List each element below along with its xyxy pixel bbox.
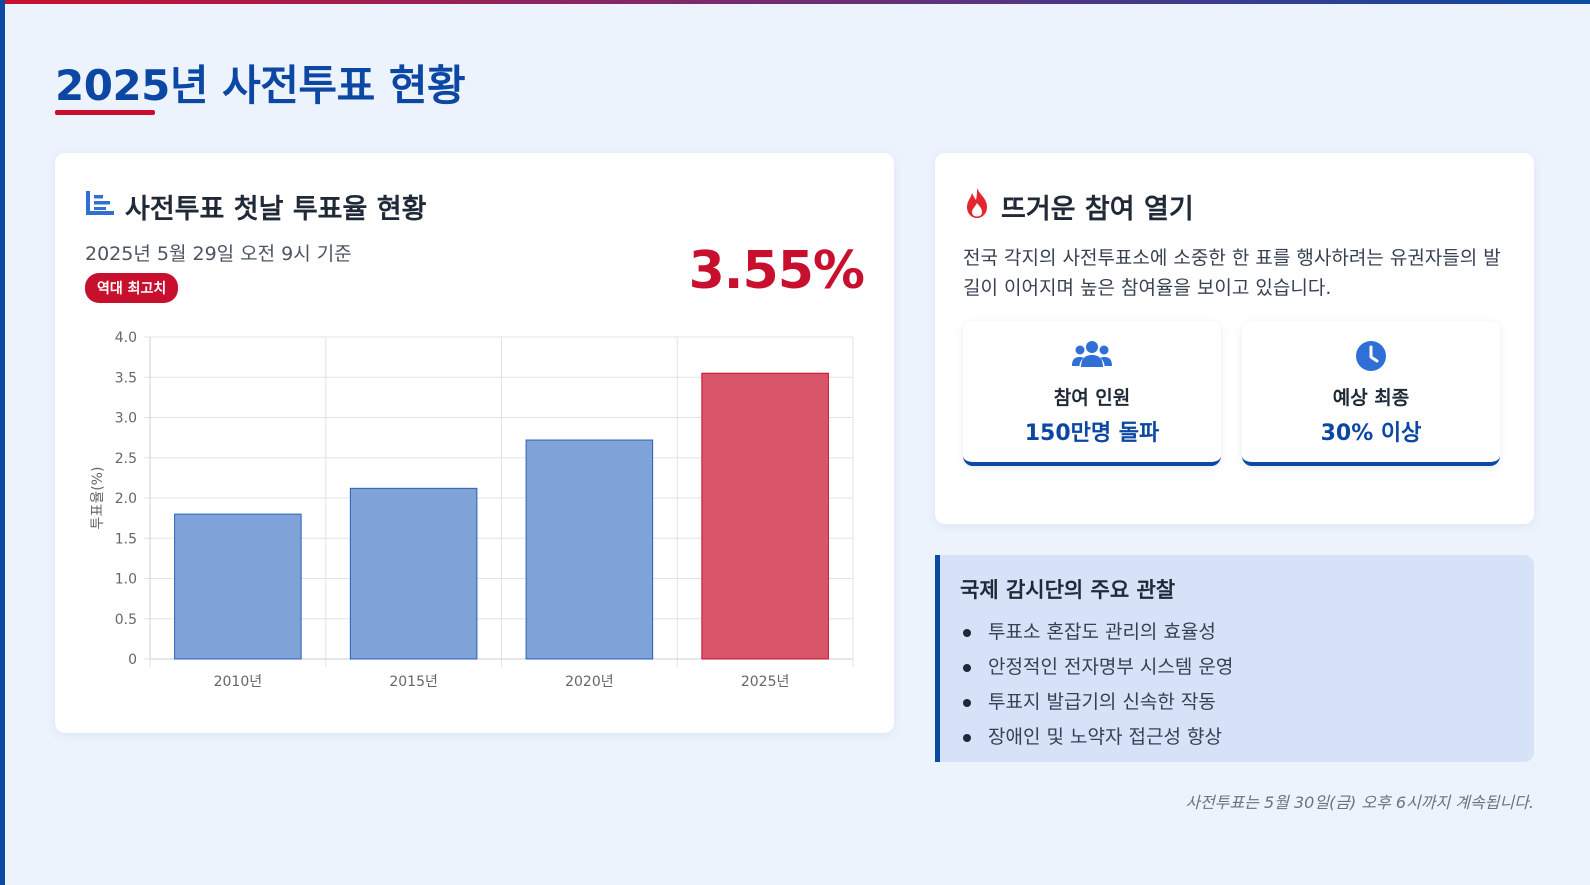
stat-participants-value: 150만명 돌파 — [1024, 421, 1160, 446]
stat-participants-label: 참여 인원 — [1053, 387, 1131, 409]
x-tick-label: 2020년 — [565, 674, 614, 690]
x-tick-label: 2025년 — [741, 674, 790, 690]
observations-list: 투표소 혼잡도 관리의 효율성 안정적인 전자명부 시스템 운영 투표지 발급기… — [960, 615, 1233, 755]
title-underline — [55, 110, 155, 115]
bar-2015년 — [349, 487, 478, 660]
footnote: 사전투표는 5월 30일(금) 오후 6시까지 계속됩니다. — [1185, 793, 1534, 812]
bullet-icon — [963, 663, 971, 672]
fire-icon — [963, 187, 991, 226]
y-tick-label: 0.5 — [115, 612, 137, 628]
participation-card: 뜨거운 참여 열기 전국 각지의 사전투표소에 소중한 한 표를 행사하려는 유… — [935, 153, 1534, 524]
chart-card-heading: 사전투표 첫날 투표율 현황 — [85, 187, 426, 226]
participation-card-title: 뜨거운 참여 열기 — [1001, 194, 1194, 225]
observation-text: 투표지 발급기의 신속한 작동 — [988, 691, 1216, 713]
x-tick-label: 2010년 — [214, 674, 263, 690]
y-tick-label: 4.0 — [115, 330, 137, 346]
turnout-bar-chart: 0 0.5 1.0 1.5 2.0 2.5 3.0 3.5 4.0 2010년 2015년 2020년… — [90, 330, 854, 690]
list-item: 투표소 혼잡도 관리의 효율성 — [960, 615, 1233, 650]
y-tick-label: 2.0 — [115, 491, 137, 507]
bullet-icon — [963, 698, 971, 707]
y-tick-label: 3.5 — [115, 370, 137, 386]
observation-text: 투표소 혼잡도 관리의 효율성 — [988, 621, 1216, 643]
top-accent-bar — [0, 0, 1590, 4]
y-tick-label: 1.0 — [115, 572, 137, 588]
chart-subtitle: 2025년 5월 29일 오전 9시 기준 — [85, 243, 352, 265]
highlight-turnout-value: 3.55% — [688, 241, 865, 301]
observations-title: 국제 감시단의 주요 관찰 — [960, 578, 1176, 602]
record-badge: 역대 최고치 — [85, 273, 179, 303]
y-tick-label: 3.0 — [115, 411, 137, 427]
bar-2010년 — [174, 513, 302, 660]
bullet-icon — [963, 733, 971, 742]
chart-card-title: 사전투표 첫날 투표율 현황 — [125, 194, 427, 225]
participation-card-heading: 뜨거운 참여 열기 — [963, 187, 1194, 226]
stat-expected-label: 예상 최종 — [1332, 387, 1410, 409]
y-tick-label: 1.5 — [115, 531, 137, 547]
bullet-icon — [963, 628, 971, 637]
list-item: 안정적인 전자명부 시스템 운영 — [960, 650, 1233, 685]
y-tick-label: 0 — [128, 652, 137, 668]
y-axis-title: 투표율(%) — [90, 467, 106, 530]
observation-text: 장애인 및 노약자 접근성 향상 — [988, 726, 1222, 748]
stat-participants: 참여 인원 150만명 돌파 — [963, 321, 1221, 466]
left-accent-bar — [0, 0, 5, 885]
bar-chart-icon — [85, 189, 115, 224]
observations-panel: 국제 감시단의 주요 관찰 투표소 혼잡도 관리의 효율성 안정적인 전자명부 … — [935, 555, 1534, 762]
participation-description: 전국 각지의 사전투표소에 소중한 한 표를 행사하려는 유권자들의 발길이 이… — [963, 247, 1501, 299]
bar-2020년 — [525, 439, 654, 660]
list-item: 투표지 발급기의 신속한 작동 — [960, 685, 1233, 720]
page-title: 2025년 사전투표 현황 — [55, 61, 466, 110]
list-item: 장애인 및 노약자 접근성 향상 — [960, 720, 1233, 755]
y-tick-label: 2.5 — [115, 451, 137, 467]
x-tick-label: 2015년 — [389, 674, 438, 690]
observation-text: 안정적인 전자명부 시스템 운영 — [988, 656, 1234, 678]
turnout-chart-card: 사전투표 첫날 투표율 현황 2025년 5월 29일 오전 9시 기준 역대 … — [55, 153, 894, 733]
bar-2025년 — [701, 372, 829, 660]
users-icon — [963, 339, 1221, 375]
stat-expected-value: 30% 이상 — [1320, 421, 1422, 446]
clock-icon — [1242, 339, 1500, 375]
stat-expected-final: 예상 최종 30% 이상 — [1242, 321, 1500, 466]
